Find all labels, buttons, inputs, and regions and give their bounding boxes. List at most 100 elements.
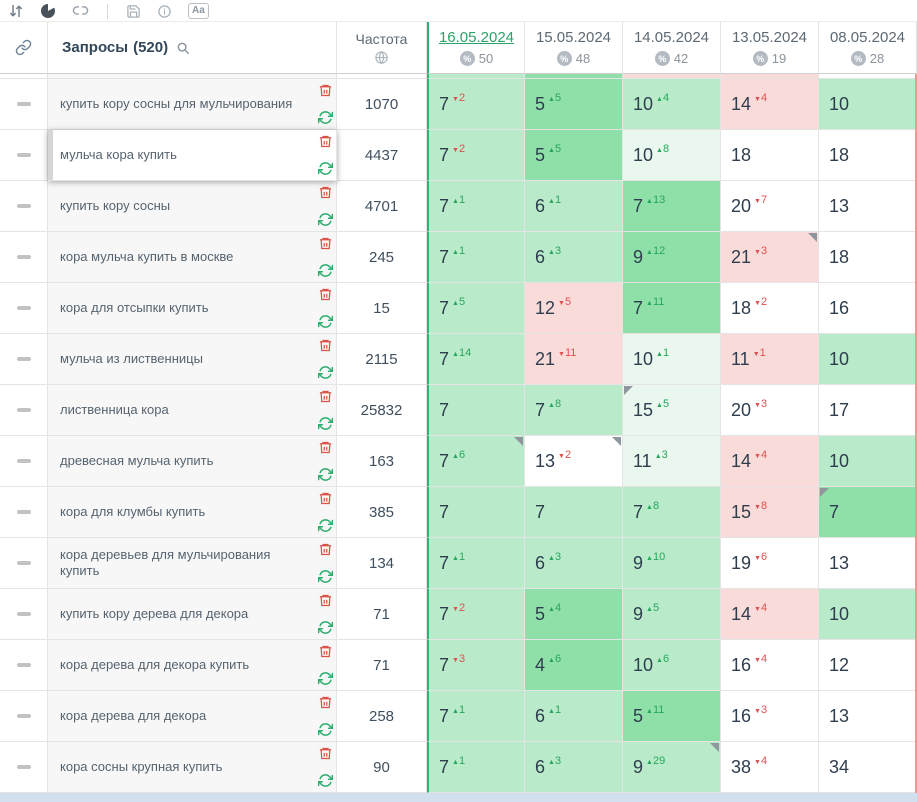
delete-icon[interactable] bbox=[318, 746, 333, 761]
delete-icon[interactable] bbox=[318, 287, 333, 302]
drag-handle-icon[interactable] bbox=[16, 459, 31, 463]
delete-icon[interactable] bbox=[318, 185, 333, 200]
refresh-icon[interactable] bbox=[318, 314, 333, 329]
horizontal-scrollbar[interactable] bbox=[0, 793, 917, 802]
position-cell[interactable]: 38 ▼ 4 bbox=[721, 742, 819, 793]
position-cell[interactable]: 5 ▲ 5 bbox=[525, 79, 623, 130]
refresh-icon[interactable] bbox=[318, 773, 333, 788]
keyword-cell[interactable]: кора для отсыпки купить bbox=[48, 283, 337, 334]
keyword-cell[interactable]: купить кору сосны для мульчирования bbox=[48, 79, 337, 130]
keyword-cell[interactable]: кора мульча купить в москве bbox=[48, 232, 337, 283]
position-cell[interactable]: 14 ▼ 4 bbox=[721, 436, 819, 487]
position-cell[interactable]: 10 bbox=[819, 334, 917, 385]
drag-handle-cell[interactable] bbox=[0, 589, 48, 640]
keyword-cell[interactable]: кора сосны крупная купить bbox=[48, 742, 337, 793]
position-cell[interactable]: 13 ▼ 2 bbox=[525, 436, 623, 487]
delete-icon[interactable] bbox=[318, 236, 333, 251]
refresh-icon[interactable] bbox=[318, 212, 333, 227]
drag-handle-icon[interactable] bbox=[16, 408, 31, 412]
position-cell[interactable]: 7 bbox=[819, 487, 917, 538]
position-cell[interactable]: 14 ▼ 4 bbox=[721, 589, 819, 640]
position-cell[interactable]: 7 ▲ 14 bbox=[427, 334, 525, 385]
position-cell[interactable]: 18 bbox=[819, 130, 917, 181]
drag-handle-icon[interactable] bbox=[16, 510, 31, 514]
position-cell[interactable]: 7 ▲ 8 bbox=[623, 487, 721, 538]
position-cell[interactable]: 5 ▲ 5 bbox=[525, 130, 623, 181]
refresh-icon[interactable] bbox=[318, 161, 333, 176]
position-cell[interactable]: 20 ▼ 7 bbox=[721, 181, 819, 232]
drag-handle-icon[interactable] bbox=[16, 102, 31, 106]
position-cell[interactable]: 9 ▲ 12 bbox=[623, 232, 721, 283]
delete-icon[interactable] bbox=[318, 338, 333, 353]
position-cell[interactable]: 7 ▼ 2 bbox=[427, 130, 525, 181]
refresh-icon[interactable] bbox=[318, 722, 333, 737]
delete-icon[interactable] bbox=[318, 542, 333, 557]
position-cell[interactable]: 7 ▲ 1 bbox=[427, 691, 525, 742]
pie-chart-icon[interactable] bbox=[40, 3, 56, 19]
position-cell[interactable]: 9 ▲ 29 bbox=[623, 742, 721, 793]
position-cell[interactable]: 7 ▼ 2 bbox=[427, 79, 525, 130]
position-cell[interactable]: 7 ▲ 1 bbox=[427, 742, 525, 793]
position-cell[interactable]: 16 ▼ 3 bbox=[721, 691, 819, 742]
drag-handle-cell[interactable] bbox=[0, 742, 48, 793]
drag-handle-cell[interactable] bbox=[0, 130, 48, 181]
drag-handle-cell[interactable] bbox=[0, 79, 48, 130]
drag-handle-cell[interactable] bbox=[0, 487, 48, 538]
drag-handle-cell[interactable] bbox=[0, 538, 48, 589]
position-cell[interactable]: 7 bbox=[427, 385, 525, 436]
unlink-icon[interactable] bbox=[72, 2, 89, 19]
position-cell[interactable]: 10 bbox=[819, 436, 917, 487]
position-cell[interactable]: 11 ▲ 3 bbox=[623, 436, 721, 487]
position-cell[interactable]: 10 ▲ 8 bbox=[623, 130, 721, 181]
keyword-cell[interactable]: кора дерева для декора купить bbox=[48, 640, 337, 691]
position-cell[interactable]: 7 ▲ 8 bbox=[525, 385, 623, 436]
position-cell[interactable]: 5 ▲ 4 bbox=[525, 589, 623, 640]
position-cell[interactable]: 6 ▲ 3 bbox=[525, 538, 623, 589]
delete-icon[interactable] bbox=[318, 695, 333, 710]
position-cell[interactable]: 7 ▲ 1 bbox=[427, 538, 525, 589]
drag-handle-icon[interactable] bbox=[16, 357, 31, 361]
text-case-icon[interactable]: Aa bbox=[188, 3, 209, 19]
position-cell[interactable]: 19 ▼ 6 bbox=[721, 538, 819, 589]
keyword-cell[interactable]: купить кору дерева для декора bbox=[48, 589, 337, 640]
position-cell[interactable]: 20 ▼ 3 bbox=[721, 385, 819, 436]
position-cell[interactable]: 7 ▲ 1 bbox=[427, 181, 525, 232]
position-cell[interactable]: 34 bbox=[819, 742, 917, 793]
keyword-cell[interactable]: мульча из лиственницы bbox=[48, 334, 337, 385]
drag-handle-icon[interactable] bbox=[16, 765, 31, 769]
drag-handle-cell[interactable] bbox=[0, 334, 48, 385]
drag-handle-cell[interactable] bbox=[0, 436, 48, 487]
position-cell[interactable]: 12 bbox=[819, 640, 917, 691]
delete-icon[interactable] bbox=[318, 83, 333, 98]
delete-icon[interactable] bbox=[318, 389, 333, 404]
position-cell[interactable]: 7 ▲ 11 bbox=[623, 283, 721, 334]
keyword-cell[interactable]: лиственница кора bbox=[48, 385, 337, 436]
position-cell[interactable]: 10 ▲ 4 bbox=[623, 79, 721, 130]
position-cell[interactable]: 13 bbox=[819, 181, 917, 232]
position-cell[interactable]: 9 ▲ 10 bbox=[623, 538, 721, 589]
position-cell[interactable]: 6 ▲ 3 bbox=[525, 742, 623, 793]
drag-handle-cell[interactable] bbox=[0, 283, 48, 334]
position-cell[interactable]: 13 bbox=[819, 538, 917, 589]
delete-icon[interactable] bbox=[318, 440, 333, 455]
position-cell[interactable]: 7 ▲ 1 bbox=[427, 232, 525, 283]
refresh-icon[interactable] bbox=[318, 416, 333, 431]
position-cell[interactable]: 10 ▲ 6 bbox=[623, 640, 721, 691]
position-cell[interactable]: 7 bbox=[525, 487, 623, 538]
refresh-icon[interactable] bbox=[318, 671, 333, 686]
delete-icon[interactable] bbox=[318, 134, 333, 149]
refresh-icon[interactable] bbox=[318, 110, 333, 125]
info-icon[interactable] bbox=[157, 4, 172, 19]
sort-icon[interactable] bbox=[8, 3, 24, 19]
delete-icon[interactable] bbox=[318, 644, 333, 659]
position-cell[interactable]: 6 ▲ 1 bbox=[525, 181, 623, 232]
position-cell[interactable]: 7 ▼ 3 bbox=[427, 640, 525, 691]
drag-handle-icon[interactable] bbox=[16, 153, 31, 157]
position-cell[interactable]: 4 ▲ 6 bbox=[525, 640, 623, 691]
position-cell[interactable]: 10 bbox=[819, 589, 917, 640]
position-cell[interactable]: 7 bbox=[427, 487, 525, 538]
position-cell[interactable]: 14 ▼ 4 bbox=[721, 79, 819, 130]
date-column-header[interactable]: 15.05.2024 % 48 bbox=[525, 22, 623, 74]
drag-handle-cell[interactable] bbox=[0, 640, 48, 691]
keyword-cell[interactable]: кора для клумбы купить bbox=[48, 487, 337, 538]
